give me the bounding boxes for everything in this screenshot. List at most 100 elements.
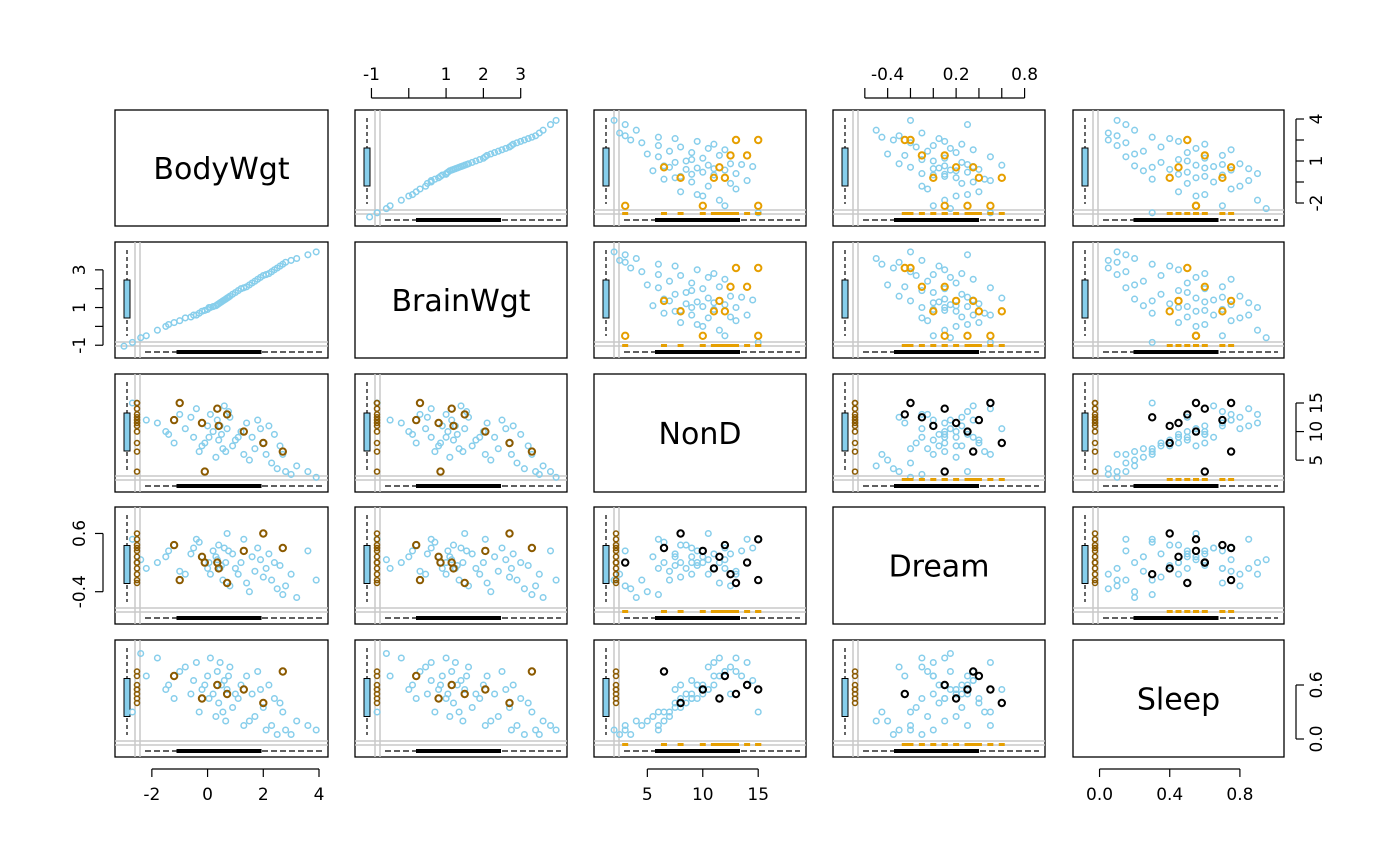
imputed-marker [677,212,684,215]
data-point [963,721,972,730]
imputed-point [986,331,995,340]
data-point [1157,439,1165,447]
data-point [287,470,295,478]
imputed-marker [907,212,914,215]
imputed-marker [1091,579,1099,587]
imputed-point [929,421,938,431]
imputed-marker [1091,422,1099,430]
boxplot-box [602,279,610,319]
tick-label: 5 [642,785,653,805]
data-point [276,561,284,570]
data-point [448,667,456,676]
panel-frame [354,373,568,493]
imputed-point [698,685,707,694]
data-point [449,541,458,549]
data-point [491,690,499,698]
data-point [665,712,674,721]
data-point [946,425,954,433]
panel-nond-vs-sleep [1072,373,1285,493]
data-point [918,663,926,671]
panel-brainwgt-vs-sleep [1072,241,1285,359]
imputed-marker [1166,212,1173,215]
data-point [682,165,690,173]
data-point [498,416,506,424]
data-point [654,535,662,543]
data-point [884,281,892,289]
data-point [468,442,476,450]
imputed-point [1226,398,1236,408]
imputed-point [715,296,724,306]
imputed-marker [1184,212,1191,215]
data-point [1183,157,1191,165]
data-point [535,470,543,478]
imputed-point [742,151,752,160]
data-point [986,721,994,730]
data-point [732,303,740,312]
data-point [539,462,547,470]
imputed-point [259,438,268,448]
data-point [1131,295,1139,303]
data-point [209,547,217,555]
data-point [1218,293,1226,301]
data-point [502,556,510,564]
imputed-marker [373,428,381,435]
data-point [256,425,265,433]
imputed-marker [1228,344,1235,347]
data-point [1166,300,1174,308]
data-point [1131,593,1139,602]
imputed-marker [133,576,141,584]
data-point [963,690,972,698]
data-point [216,658,224,667]
data-point [209,428,217,436]
data-point [507,726,515,734]
panel-frame [114,241,329,359]
boxplot-box [1081,279,1089,319]
imputed-marker [677,610,684,613]
data-point [963,468,972,476]
imputed-marker [851,422,859,430]
imputed-marker [612,530,620,537]
data-point [181,570,189,578]
imputed-marker [612,536,620,543]
panel-frame [114,506,329,625]
data-point [245,717,253,725]
imputed-marker [612,570,620,578]
imputed-point [742,282,752,291]
data-point [895,258,903,266]
data-point [481,450,489,458]
imputed-marker [373,541,381,549]
imputed-point [1174,296,1183,306]
data-point [924,445,932,453]
data-point [251,567,259,575]
data-point [872,126,880,134]
data-point [895,468,903,476]
data-point [1104,470,1112,478]
imputed-marker [133,565,141,572]
data-point [1253,570,1262,578]
imputed-marker [612,686,620,693]
tick-label: 4 [1307,114,1327,125]
diagonal-label: Sleep [1137,683,1220,718]
data-point [895,663,903,671]
imputed-point [698,201,707,211]
data-point [935,699,943,707]
imputed-marker [727,743,734,746]
data-point [929,450,937,458]
data-point [924,667,932,676]
imputed-marker [710,212,717,215]
data-point [528,591,536,599]
data-point [520,730,528,739]
data-point [889,730,897,739]
data-point [704,182,712,190]
data-point [205,559,213,567]
data-point [1201,550,1209,558]
imputed-marker [1091,414,1099,421]
panel-sleep-vs-bodywgt [114,639,329,758]
data-point [373,708,381,716]
imputed-point [754,535,763,544]
data-point [621,132,629,140]
data-point [1236,182,1244,190]
data-point [638,576,646,584]
imputed-marker [622,212,629,215]
data-point [142,416,150,424]
